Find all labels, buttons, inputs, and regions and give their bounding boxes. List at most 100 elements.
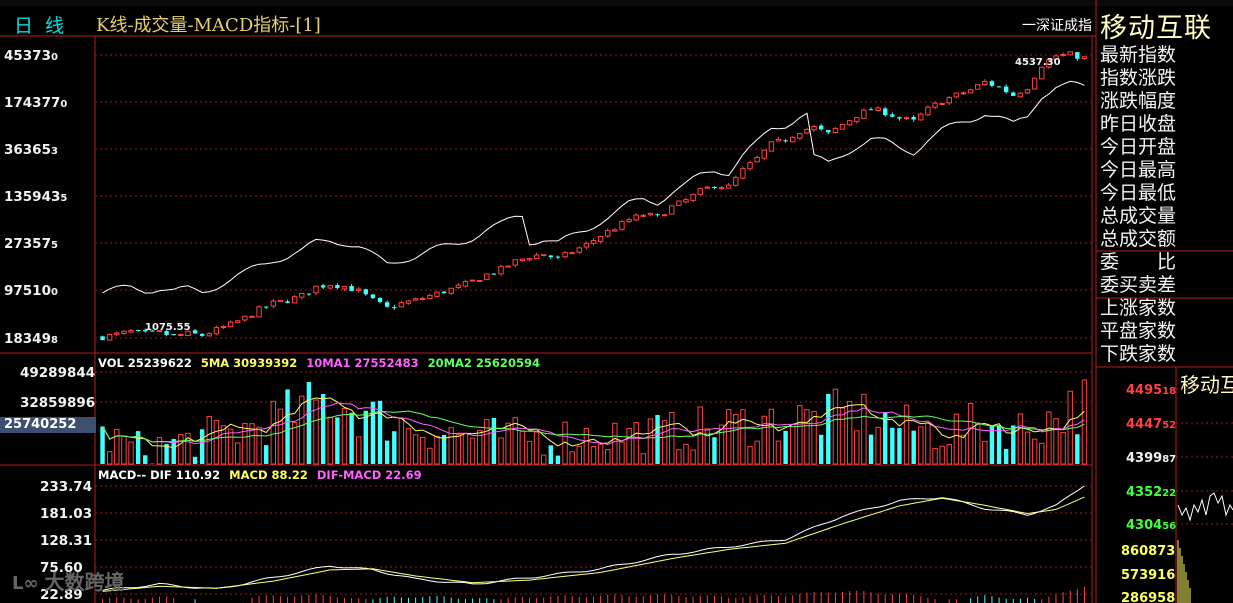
quote-label-2: 指数涨跌 xyxy=(1100,67,1177,89)
volume-bar-117 xyxy=(932,447,938,465)
candle-body-86 xyxy=(712,186,717,188)
candle-body-3 xyxy=(121,330,127,334)
volume-bar-133 xyxy=(1046,411,1052,465)
candle-body-37 xyxy=(363,289,369,295)
candle-body-98 xyxy=(797,133,803,139)
candle-body-116 xyxy=(925,106,931,116)
volume-bar-5 xyxy=(135,431,141,464)
volume-bar-127 xyxy=(1003,448,1009,464)
macd-tick-4: 75.60 xyxy=(40,560,83,576)
candle-body-19 xyxy=(235,320,241,323)
volume-bar-119 xyxy=(946,443,952,465)
quote-label-5: 今日开盘 xyxy=(1100,136,1177,158)
volume-bar-95 xyxy=(775,440,782,465)
volume-ma10-line xyxy=(102,402,1085,446)
volume-bar-110 xyxy=(883,412,888,464)
price-tick-1: 453730 xyxy=(4,48,58,64)
volume-bar-90 xyxy=(740,409,746,465)
candle-body-112 xyxy=(897,117,902,119)
chart-title: K线-成交量-MACD指标-[1] xyxy=(96,15,321,36)
volume-bar-11 xyxy=(178,434,184,465)
candle-body-69 xyxy=(590,240,597,244)
candle-body-39 xyxy=(377,297,383,302)
candle-body-128 xyxy=(1011,92,1016,96)
candle-body-95 xyxy=(775,138,782,142)
candle-body-8 xyxy=(156,330,163,333)
volume-bar-52 xyxy=(469,437,476,465)
candle-body-106 xyxy=(854,117,860,123)
candle-body-47 xyxy=(434,291,440,297)
period-label[interactable]: 日线 xyxy=(14,15,77,37)
candle-body-131 xyxy=(1031,77,1038,90)
volume-bar-4 xyxy=(128,441,134,465)
candle-body-70 xyxy=(597,236,604,242)
macd-dea-line xyxy=(102,496,1085,592)
candle-body-104 xyxy=(839,124,846,130)
volume-bar-12 xyxy=(185,432,191,465)
volume-ma5-line xyxy=(102,397,1085,449)
volume-bar-126 xyxy=(996,425,1002,464)
candle-body-34 xyxy=(341,285,348,290)
candle-body-67 xyxy=(576,247,582,253)
volume-bar-54 xyxy=(484,419,490,465)
candle-body-122 xyxy=(967,89,974,94)
mini-volume-tick-2: 573916 xyxy=(1121,568,1175,583)
candle-body-107 xyxy=(861,109,867,119)
volume-bar-92 xyxy=(754,440,760,465)
volume-bar-57 xyxy=(505,422,511,465)
candle-body-21 xyxy=(249,315,255,318)
volume-bar-118 xyxy=(939,445,945,465)
volume-bar-44 xyxy=(412,434,419,465)
candle-body-93 xyxy=(761,149,767,159)
volume-bar-2 xyxy=(114,428,120,465)
macd-legend-item-3: DIF-MACD 22.69 xyxy=(316,468,422,482)
volume-bar-113 xyxy=(903,404,910,465)
candle-body-36 xyxy=(355,288,362,291)
candle-body-23 xyxy=(263,306,269,308)
candle-body-78 xyxy=(655,214,660,216)
chart-header: 日线 K线-成交量-MACD指标-[1] 一深证成指 xyxy=(0,6,1096,37)
volume-bar-111 xyxy=(890,427,895,464)
candle-body-92 xyxy=(754,156,760,163)
candle-body-94 xyxy=(768,141,775,152)
volume-bar-8 xyxy=(156,437,163,465)
candle-body-16 xyxy=(213,327,220,335)
candle-body-136 xyxy=(1067,51,1073,56)
candle-body-124 xyxy=(982,80,988,86)
candle-body-45 xyxy=(420,297,426,300)
mini-price-line xyxy=(1177,492,1233,522)
candle-body-88 xyxy=(725,184,732,189)
candle-body-66 xyxy=(569,252,575,255)
candle-body-64 xyxy=(555,256,561,258)
volume-bar-120 xyxy=(953,413,960,465)
volume-bar-13 xyxy=(192,456,198,464)
volume-bar-80 xyxy=(669,411,675,465)
volume-bar-93 xyxy=(761,415,767,465)
volume-bar-31 xyxy=(320,394,326,464)
candle-body-135 xyxy=(1060,53,1066,56)
candle-body-117 xyxy=(932,102,938,108)
volume-bar-138 xyxy=(1081,379,1088,465)
volume-bar-104 xyxy=(839,407,846,465)
candle-body-42 xyxy=(398,302,405,308)
volume-bar-130 xyxy=(1024,431,1031,465)
index-name[interactable]: 一深证成指 xyxy=(1022,18,1092,34)
candle-body-49 xyxy=(448,287,454,294)
mini-volume-tick-3: 286958 xyxy=(1121,591,1175,603)
volume-bar-67 xyxy=(576,445,582,465)
volume-bar-35 xyxy=(349,412,354,464)
volume-bar-132 xyxy=(1039,442,1045,465)
quote-label-13: 平盘家数 xyxy=(1100,320,1177,342)
volume-bar-10 xyxy=(171,438,176,464)
volume-bar-32 xyxy=(327,416,333,465)
volume-bar-39 xyxy=(377,400,383,464)
candle-body-121 xyxy=(960,92,967,95)
candle-body-110 xyxy=(883,108,888,116)
volume-legend-item-1: VOL 25239622 xyxy=(98,356,192,370)
candle-body-75 xyxy=(633,214,639,221)
volume-bar-34 xyxy=(341,408,348,465)
volume-bar-109 xyxy=(875,426,881,465)
volume-bar-50 xyxy=(455,434,462,465)
candle-body-130 xyxy=(1024,89,1031,94)
